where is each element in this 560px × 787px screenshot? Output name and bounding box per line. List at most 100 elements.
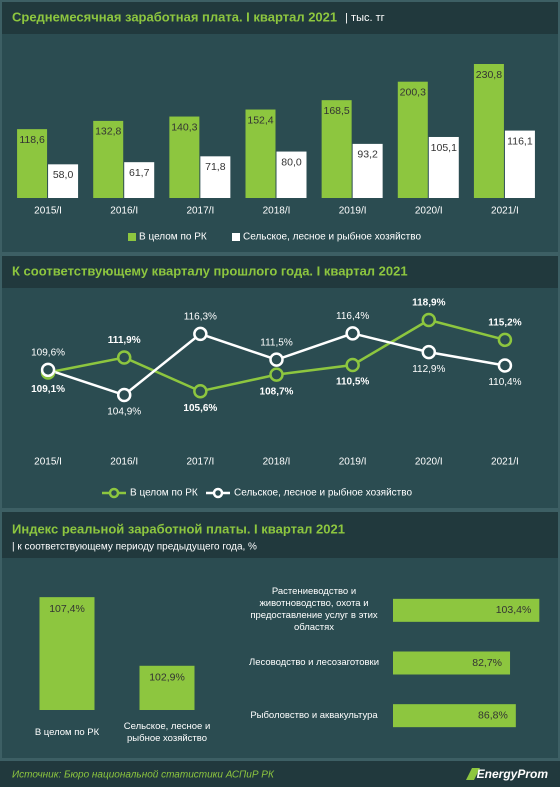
value-label: 102,9% xyxy=(149,672,185,684)
bar xyxy=(352,143,383,198)
marker xyxy=(421,344,437,360)
brand: EnergyProm xyxy=(477,767,549,781)
value-label: 104,9% xyxy=(107,407,141,418)
value-label: 118,9% xyxy=(412,298,445,309)
marker xyxy=(497,332,513,348)
value-label: 118,6 xyxy=(19,134,45,146)
value-label: 109,1% xyxy=(31,384,65,395)
value-label: 109,6% xyxy=(31,347,65,358)
legend-label: Сельское, лесное и рыбное хозяйство xyxy=(243,231,421,243)
bar xyxy=(245,109,276,198)
value-label: 200,3 xyxy=(400,86,426,98)
y-tick-label: Лесоводство и лесозаготовки xyxy=(249,656,379,668)
title-bar xyxy=(2,512,558,558)
x-tick-label: Сельское, лесное и рыбное хозяйство xyxy=(123,721,211,744)
source: Источник: Бюро национальной статистики А… xyxy=(12,770,275,781)
x-tick-label: 2016/I xyxy=(110,457,138,468)
footer-bar xyxy=(0,761,560,787)
bar xyxy=(200,156,231,198)
value-label: 111,9% xyxy=(108,335,141,346)
bar xyxy=(169,116,200,198)
bar xyxy=(504,130,535,198)
panel xyxy=(2,256,558,508)
marker xyxy=(193,384,208,399)
x-tick-label: 2017/I xyxy=(186,457,214,468)
bar xyxy=(39,597,95,710)
legend-swatch xyxy=(128,233,136,241)
bar xyxy=(393,598,540,622)
chart-title: Индекс реальной заработной платы. I квар… xyxy=(12,521,345,536)
marker xyxy=(421,312,437,328)
bar xyxy=(393,704,516,728)
value-label: 58,0 xyxy=(53,169,74,181)
x-tick-label: 2020/I xyxy=(415,206,443,217)
value-label: 71,8 xyxy=(205,161,226,173)
bar xyxy=(428,136,459,198)
value-label: 110,4% xyxy=(488,377,521,388)
value-label: 82,7% xyxy=(472,657,502,669)
legend-label: В целом по РК xyxy=(130,488,198,499)
value-label: 111,5% xyxy=(260,337,293,348)
chart-subtitle: | тыс. тг xyxy=(345,12,385,24)
marker xyxy=(269,352,284,367)
bar xyxy=(276,151,307,198)
marker xyxy=(116,387,132,403)
marker xyxy=(40,362,56,378)
legend-label: В целом по РК xyxy=(139,232,207,243)
x-tick-label: В целом по РК xyxy=(34,727,100,738)
x-tick-label: 2020/I xyxy=(415,457,443,468)
bar xyxy=(139,665,195,710)
value-label: 152,4 xyxy=(247,114,273,126)
bar xyxy=(397,81,428,198)
title-bar xyxy=(2,256,558,288)
legend-marker xyxy=(212,487,224,499)
legend-swatch xyxy=(232,233,240,241)
value-label: 230,8 xyxy=(476,69,502,81)
value-label: 116,4% xyxy=(336,311,369,322)
y-tick-label: Рыболовство и аквакультура xyxy=(250,709,378,721)
x-tick-label: 2018/I xyxy=(263,457,291,468)
bar xyxy=(48,164,79,198)
value-label: 168,5 xyxy=(324,105,350,117)
marker xyxy=(193,326,208,342)
marker xyxy=(345,357,360,373)
marker xyxy=(116,350,132,365)
x-tick-label: 2019/I xyxy=(339,457,367,468)
logo-icon xyxy=(466,768,480,780)
x-tick-label: 2015/I xyxy=(34,457,62,468)
marker xyxy=(269,367,284,382)
value-label: 105,1 xyxy=(431,142,457,154)
value-label: 80,0 xyxy=(281,156,302,168)
bar xyxy=(124,162,155,198)
title-bar xyxy=(2,2,558,34)
value-label: 86,8% xyxy=(478,709,508,721)
value-label: 116,3% xyxy=(184,312,217,323)
chart-title: К соответствующему кварталу прошлого год… xyxy=(12,263,408,278)
bar xyxy=(393,651,511,675)
legend-marker xyxy=(108,487,120,499)
chart-title: Среднемесячная заработная плата. I кварт… xyxy=(12,9,337,24)
x-tick-label: 2015/I xyxy=(34,206,62,217)
value-label: 107,4% xyxy=(49,603,85,615)
x-tick-label: 2018/I xyxy=(263,206,291,217)
x-tick-label: 2021/I xyxy=(491,206,519,217)
x-tick-label: 2019/I xyxy=(339,206,367,217)
marker xyxy=(345,326,360,341)
value-label: 93,2 xyxy=(357,149,378,161)
bar xyxy=(17,129,48,198)
marker xyxy=(497,358,513,373)
bar xyxy=(473,64,504,198)
value-label: 61,7 xyxy=(129,167,150,179)
value-label: 115,2% xyxy=(488,317,521,328)
x-tick-label: 2017/I xyxy=(186,206,214,217)
value-label: 110,5% xyxy=(336,377,369,388)
y-tick-label: Растениеводство и животноводство, охота … xyxy=(250,586,378,634)
legend-label: Сельское, лесное и рыбное хозяйство xyxy=(234,487,412,499)
bar xyxy=(321,100,352,198)
value-label: 132,8 xyxy=(95,126,121,138)
bar xyxy=(93,120,124,198)
value-label: 112,9% xyxy=(412,364,445,375)
x-tick-label: 2016/I xyxy=(110,206,138,217)
